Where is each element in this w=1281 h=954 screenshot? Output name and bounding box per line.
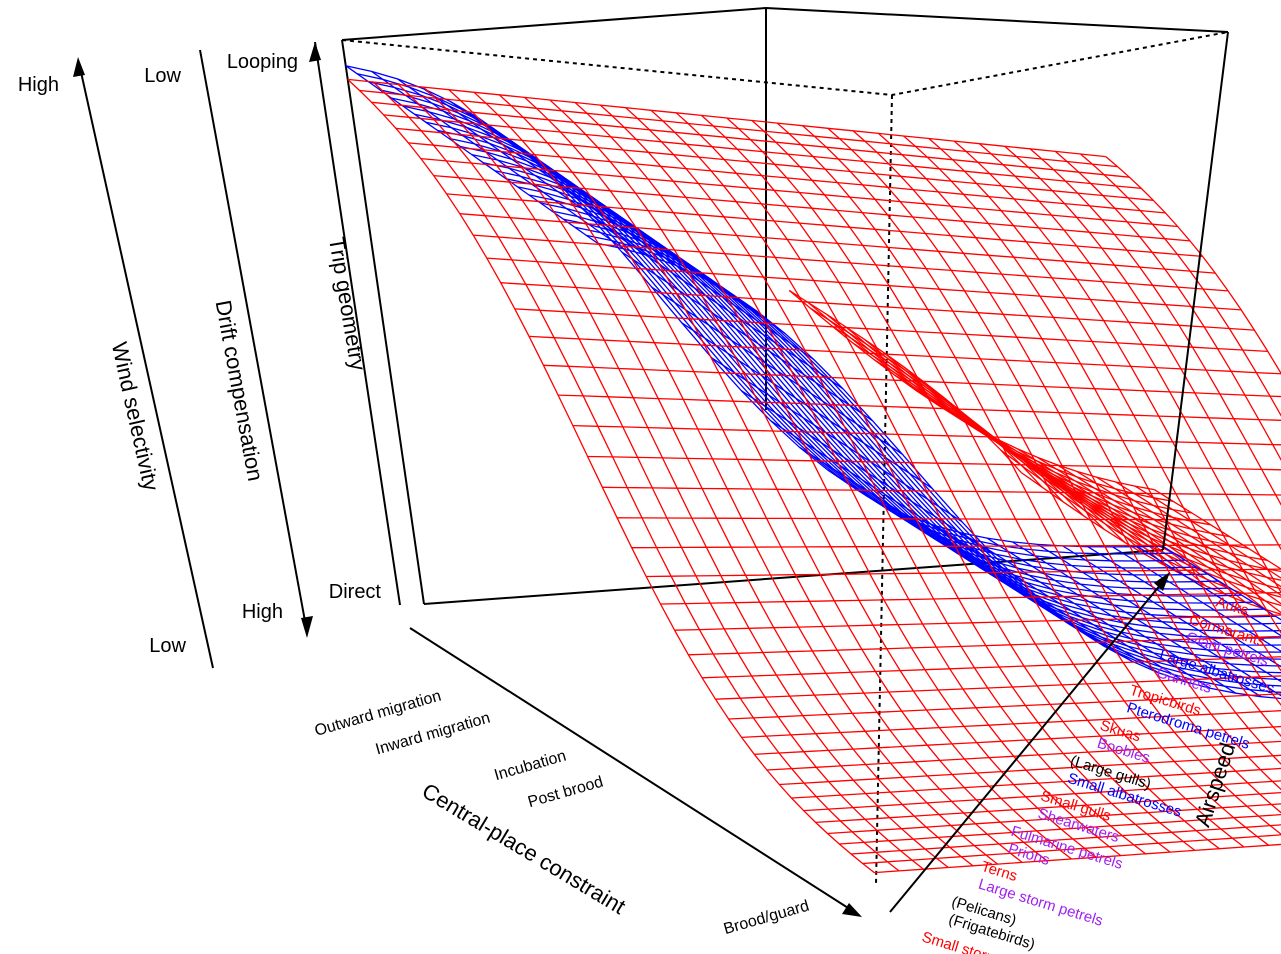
surface-red-front-v-22: [903, 135, 1281, 706]
surface-blue-v-29: [1137, 546, 1281, 637]
box-edge-right-vertical: [1162, 31, 1229, 551]
surface-blue-v-19: [882, 503, 1132, 662]
surface-blue-v-28: [1112, 546, 1281, 653]
surface-red-front-v-25: [979, 143, 1281, 594]
surface-blue-v-14: [741, 390, 992, 554]
surface-blue-v-22: [960, 532, 1211, 689]
trip-geometry-title: Trip geometry: [324, 235, 371, 372]
surface-red-front-v-28: [1054, 150, 1281, 462]
surface-red-front-v-5: [473, 91, 999, 865]
surface-red-rear-v-13: [1056, 464, 1281, 614]
surface-blue-v-11: [651, 286, 903, 455]
central-place-tick-4: Brood/guard: [722, 898, 811, 939]
surface-red-front-v-20: [852, 130, 1281, 765]
surface-red-front-v-9: [574, 102, 1097, 858]
surface-red-front-v-30: [1105, 156, 1281, 375]
wind-selectivity-top-label: High: [18, 74, 59, 96]
surface-red-front-v-6: [498, 94, 1023, 863]
surface-red-rear-v-18: [1153, 489, 1281, 570]
wind-selectivity-axis-arrow: [78, 62, 214, 669]
surface-blue-v-27: [1087, 546, 1281, 668]
trip-geometry-low-label: Direct: [329, 581, 382, 603]
surface-blue-v-20: [908, 515, 1159, 674]
surface-blue-v-6: [505, 136, 758, 312]
wind-selectivity-bottom-label: Low: [149, 635, 186, 657]
surface-red-rear-v-2: [831, 325, 1064, 503]
surface-red-front-v-3: [423, 86, 949, 869]
surface-red-front-v-10: [599, 104, 1122, 857]
surface-red-front-u-16: [558, 394, 1281, 421]
drift-compensation-bottom-label: High: [242, 601, 283, 623]
surface-red-front-v-8: [549, 99, 1072, 860]
trip-geometry-high-label: Looping: [227, 51, 298, 73]
surface-red-rear-v-8: [956, 416, 1187, 577]
surface-red-front: [347, 78, 1281, 874]
surface-red-front-v-19: [827, 127, 1281, 791]
surface-red-front-v-23: [928, 138, 1281, 672]
central-place-title: Central-place constraint: [418, 778, 630, 919]
surface-red-front-v-12: [650, 109, 1171, 853]
wind-selectivity-title: Wind selectivity: [107, 340, 164, 493]
drift-compensation-arrow-head: [301, 616, 313, 638]
airspeed-arrow-head: [1154, 572, 1170, 591]
surface-blue-v-23: [986, 537, 1237, 694]
surface-red-front-v-4: [448, 89, 974, 867]
box-front-edges: [1162, 31, 1229, 551]
surface-red-front-v-26: [1004, 145, 1281, 551]
drift-compensation-axis-arrow: [199, 49, 308, 633]
trip-geometry-arrow-head: [309, 42, 321, 62]
box-edge-top-back: [341, 6, 1229, 41]
surface-red-front-v-0: [347, 78, 875, 874]
surface-red-rear-v-12: [1037, 456, 1266, 610]
surface-red-front-v-14: [701, 114, 1220, 850]
surface-red-front-u-23: [660, 591, 1281, 605]
surface-blue-v-12: [681, 322, 933, 489]
central-place-arrow-head: [842, 903, 862, 917]
surface-red-rear: [788, 289, 1281, 615]
central-place-tick-2: Incubation: [492, 748, 568, 785]
surface-blue-v-25: [1037, 543, 1281, 697]
surface-red-front-v-13: [675, 112, 1196, 851]
surface-blue-v-10: [621, 251, 873, 422]
box-edge-top-front-dashed: [341, 31, 1229, 97]
surface-red-front-v-18: [802, 125, 1281, 814]
surface-red-rear-v-16: [1115, 481, 1281, 588]
box-edge-left-vertical: [341, 39, 425, 605]
surface-blue-v-15: [770, 420, 1021, 583]
surface-blue-v-30: [1162, 545, 1281, 621]
surface-red-front-v-21: [877, 132, 1281, 737]
surface-red-front-v-1: [372, 81, 900, 872]
drift-compensation-top-label: Low: [144, 65, 181, 87]
surface-blue-v-13: [711, 357, 963, 523]
surface-blue-v-7: [533, 160, 786, 335]
surface-red-rear-v-9: [976, 428, 1207, 587]
drift-compensation-title: Drift compensation: [211, 298, 269, 483]
surface-blue-v-16: [799, 446, 1050, 608]
surface-red-front-v-2: [397, 84, 925, 870]
surface-blue-v-1: [371, 70, 624, 250]
central-place-axis-arrow: [409, 627, 857, 914]
surface-red-front-v-15: [726, 117, 1245, 848]
surface-red-front-v-29: [1080, 153, 1281, 417]
surface-red-front-v-27: [1029, 148, 1281, 506]
surface-red-rear-v-17: [1134, 485, 1281, 579]
central-place-tick-3: Post brood: [526, 774, 605, 812]
surface-red-rear-v-15: [1096, 476, 1281, 596]
surface-red-rear-u-8: [941, 395, 1281, 581]
surfaces: [345, 65, 1281, 874]
surface-red-front-v-7: [524, 96, 1048, 862]
surface-red-front-v-24: [953, 140, 1281, 634]
wind-selectivity-arrow-head: [73, 57, 85, 77]
trip-geometry-axis-arrow: [314, 41, 401, 606]
surface-red-front-v-17: [776, 122, 1281, 835]
surface-red-front-v-11: [625, 107, 1146, 855]
surface-red-front-v-16: [751, 120, 1270, 846]
surface-blue-v-21: [935, 525, 1185, 683]
airspeed-axis-arrow: [889, 577, 1167, 913]
